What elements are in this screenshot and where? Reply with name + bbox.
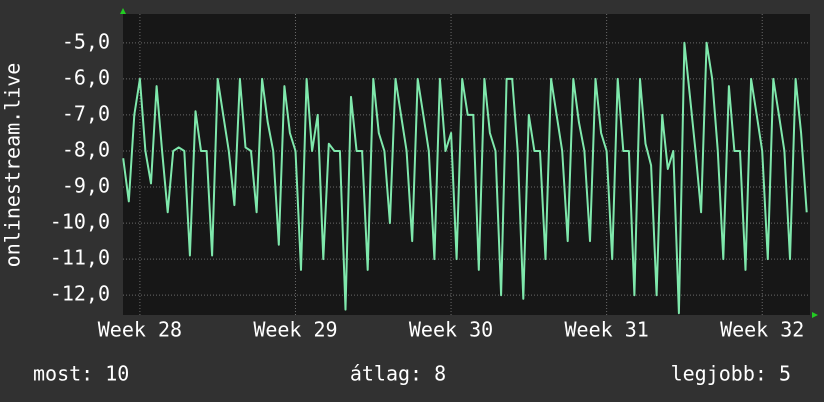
axis-arrow: [120, 8, 126, 14]
x-tick-label: Week 29: [253, 318, 337, 342]
y-tick-label: -6,0: [62, 65, 110, 89]
footer-average: átlag: 8: [350, 362, 446, 386]
footer-best: legjobb: 5: [671, 362, 791, 386]
x-tick-label: Week 32: [720, 318, 804, 342]
y-tick-label: -12,0: [50, 282, 110, 306]
axis-arrow: [812, 312, 818, 318]
y-tick-label: -5,0: [62, 29, 110, 53]
x-tick-label: Week 31: [564, 318, 648, 342]
y-tick-label: -8,0: [62, 137, 110, 161]
y-tick-label: -11,0: [50, 246, 110, 270]
data-line: [122, 41, 808, 315]
plot-area: [123, 14, 810, 315]
x-tick-label: Week 30: [409, 318, 493, 342]
y-axis-label: onlinestream.live: [1, 63, 25, 268]
y-tick-label: -10,0: [50, 210, 110, 234]
y-tick-label: -9,0: [62, 174, 110, 198]
y-tick-label: -7,0: [62, 101, 110, 125]
x-tick-label: Week 28: [98, 318, 182, 342]
footer-current: most: 10: [33, 362, 129, 386]
